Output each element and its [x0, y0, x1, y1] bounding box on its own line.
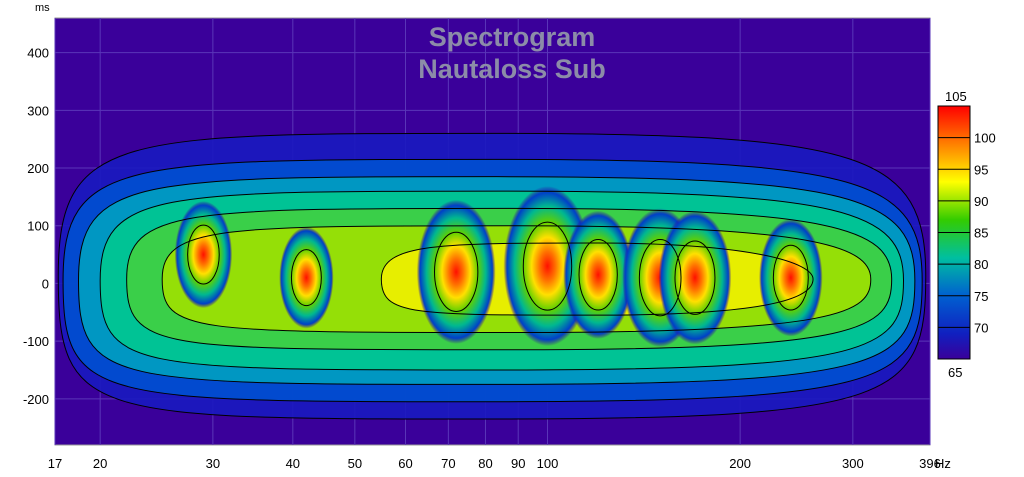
y-tick-label: -100 — [23, 334, 49, 349]
peak-contour — [674, 240, 716, 315]
colorbar-tick-label: 70 — [974, 320, 988, 335]
colorbar-tick-label: 85 — [974, 226, 988, 241]
colorbar-min-label: 65 — [948, 365, 962, 380]
x-tick-label: 70 — [441, 456, 455, 471]
x-tick-label: 40 — [286, 456, 300, 471]
x-tick-label: 90 — [511, 456, 525, 471]
contour-line — [62, 158, 923, 403]
x-tick-label: 30 — [206, 456, 220, 471]
peak-contour — [578, 239, 618, 311]
y-tick-label: 400 — [27, 46, 49, 61]
y-tick-label: 200 — [27, 161, 49, 176]
contour-line — [126, 207, 893, 351]
x-tick-label: 300 — [842, 456, 864, 471]
x-tick-label: 50 — [348, 456, 362, 471]
peak-contour — [772, 244, 809, 311]
y-axis-unit: ms — [35, 2, 50, 14]
contour-line — [57, 132, 927, 420]
colorbar-tick-label: 80 — [974, 257, 988, 272]
peak-contour — [187, 224, 220, 285]
x-tick-label: 100 — [537, 456, 559, 471]
resonance-peak — [279, 226, 334, 329]
chart-title: Spectrogram — [429, 22, 596, 52]
contour-line — [99, 190, 905, 371]
chart-subtitle: Nautaloss Sub — [418, 54, 606, 84]
contour-line — [380, 242, 814, 316]
y-tick-label: 100 — [27, 219, 49, 234]
contour-line — [78, 176, 916, 385]
contour-lines — [57, 132, 927, 420]
peak-contour — [522, 221, 573, 311]
colorbar-ticks: 105 65 100 95 90 85 80 75 70 — [938, 89, 996, 380]
colorbar-tick-label: 90 — [974, 194, 988, 209]
colorbar-tick-label: 75 — [974, 289, 988, 304]
peak-contour — [434, 231, 479, 313]
spectrogram-field — [58, 133, 926, 420]
x-axis-unit: Hz — [935, 456, 951, 471]
x-tick-label: 20 — [93, 456, 107, 471]
x-axis-ticks: 17 20 30 40 50 60 70 80 90 100 200 300 396 — [48, 456, 941, 471]
y-axis-ticks: 400 300 200 100 0 -100 -200 — [23, 46, 49, 407]
colorbar-tick-label: 100 — [974, 131, 996, 146]
resonance-peak — [174, 201, 233, 309]
resonance-peak — [416, 199, 496, 344]
x-tick-label: 396 — [919, 456, 941, 471]
peak-contour — [638, 238, 682, 317]
contour-line — [161, 225, 872, 333]
y-tick-label: -200 — [23, 392, 49, 407]
y-tick-label: 300 — [27, 103, 49, 118]
x-tick-label: 17 — [48, 456, 62, 471]
x-tick-label: 60 — [398, 456, 412, 471]
colorbar-max-label: 105 — [945, 89, 967, 104]
x-tick-label: 200 — [729, 456, 751, 471]
resonance-peak — [759, 218, 823, 337]
x-tick-label: 80 — [478, 456, 492, 471]
peak-contour — [290, 249, 322, 307]
colorbar-tick-label: 95 — [974, 162, 988, 177]
y-tick-label: 0 — [42, 276, 49, 291]
